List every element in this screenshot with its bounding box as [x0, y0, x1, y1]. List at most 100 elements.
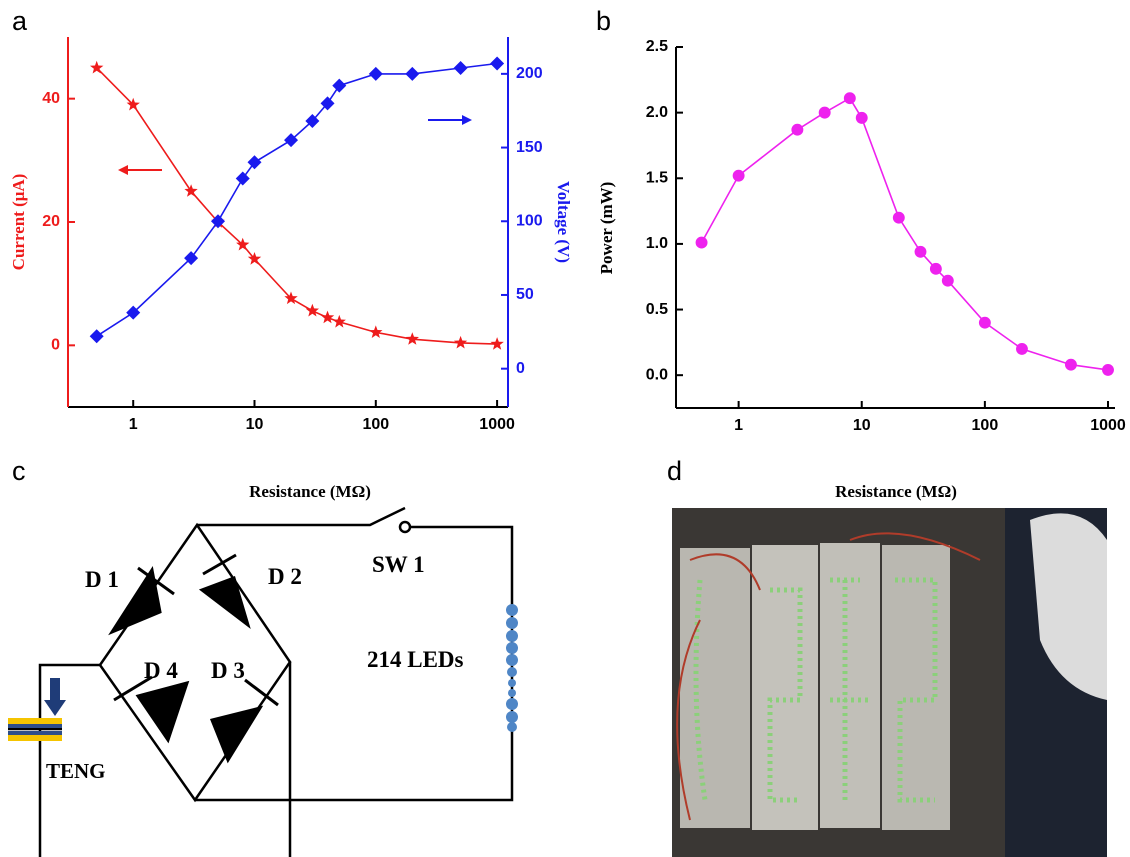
led [506, 642, 518, 654]
data-point [369, 325, 383, 338]
y-axis-label: Power (mW) [597, 182, 616, 275]
diode [209, 705, 264, 764]
data-point [695, 236, 708, 249]
y-tick-label: 0.5 [646, 301, 668, 318]
data-point [732, 169, 745, 182]
y-tick-label: 1.5 [646, 169, 668, 186]
panel-label: a [12, 6, 28, 36]
teng-plate [8, 731, 62, 735]
data-point [235, 171, 250, 186]
led-string [506, 604, 518, 732]
circuit [8, 506, 514, 857]
led [508, 689, 516, 697]
y-tick-label: 2.5 [646, 38, 668, 55]
diode-label: D 3 [211, 658, 245, 683]
data-point [405, 66, 420, 81]
x-tick-label: 1000 [479, 416, 515, 433]
data-point [490, 56, 505, 71]
data-point [236, 237, 250, 251]
data-point [247, 155, 262, 170]
load-label: 214 LEDs [367, 647, 464, 672]
panel-label: c [12, 456, 26, 486]
x-axis-label: Resistance (MΩ) [249, 482, 371, 501]
led [507, 722, 517, 732]
diode-bar [202, 553, 237, 576]
data-point [126, 97, 140, 111]
data-point [90, 60, 104, 74]
data-point [914, 245, 927, 258]
led [508, 679, 516, 687]
data-point [929, 262, 942, 275]
data-point [941, 274, 954, 287]
y-tick-label: 2.0 [646, 104, 668, 121]
led [506, 617, 518, 629]
y-tick-label: 1.0 [646, 235, 668, 252]
data-point [89, 329, 104, 344]
breadboard [882, 545, 950, 830]
sock [1030, 513, 1107, 700]
led-pattern [693, 577, 938, 803]
data-point [305, 114, 320, 129]
teng [8, 678, 66, 741]
diode-bar [244, 678, 279, 707]
y-tick-label: 20 [42, 213, 60, 230]
led [506, 630, 518, 642]
y2-axis-label: Voltage (V) [554, 181, 573, 263]
data-point [490, 337, 504, 350]
y-tick-label: 40 [42, 90, 60, 107]
switch-label: SW 1 [372, 552, 425, 577]
led [506, 654, 518, 666]
x-tick-label: 1 [734, 417, 743, 434]
data-point [126, 305, 141, 320]
data-point [368, 66, 383, 81]
data-point [818, 106, 831, 119]
x-tick-label: 1000 [1090, 417, 1126, 434]
x-tick-label: 1 [129, 416, 138, 433]
press-arrow [50, 678, 60, 700]
panel-label: b [596, 6, 611, 36]
diode-label: D 1 [85, 567, 119, 592]
data-point [210, 214, 225, 229]
led [506, 698, 518, 710]
x-tick-label: 10 [246, 416, 264, 433]
switch-contact [398, 520, 412, 534]
data-point [320, 310, 335, 324]
diode [108, 566, 162, 636]
teng-plate [8, 724, 62, 728]
data-point [284, 291, 298, 305]
data-point [978, 316, 991, 329]
y2-tick-label: 150 [516, 139, 543, 156]
data-point [332, 78, 347, 93]
diode-bar [113, 675, 153, 702]
x-tick-label: 100 [972, 417, 999, 434]
y-tick-label: 0.0 [646, 366, 668, 383]
data-point [453, 60, 468, 75]
led [506, 604, 518, 616]
y2-tick-label: 200 [516, 65, 543, 82]
panel-label: d [667, 456, 682, 486]
breadboard [820, 543, 880, 828]
diode-bar [137, 566, 175, 596]
data-point [892, 211, 905, 224]
source-label: TENG [46, 759, 106, 783]
data-point [855, 111, 868, 124]
y2-tick-label: 50 [516, 286, 534, 303]
diode-label: D 2 [268, 564, 302, 589]
switch-wire [197, 506, 406, 527]
series-line [96, 62, 498, 337]
data-point [1015, 342, 1028, 355]
data-point [184, 251, 199, 266]
bridge-wire [98, 522, 292, 803]
series-line [700, 97, 1109, 371]
data-point [305, 303, 319, 317]
data-point [1102, 363, 1114, 376]
series-arrow [462, 115, 472, 125]
x-tick-label: 100 [362, 416, 389, 433]
diodes [108, 553, 279, 764]
data-point [405, 332, 419, 345]
press-arrow [44, 700, 66, 716]
led [506, 711, 518, 723]
data-point [332, 314, 346, 328]
breadboard [680, 548, 750, 828]
